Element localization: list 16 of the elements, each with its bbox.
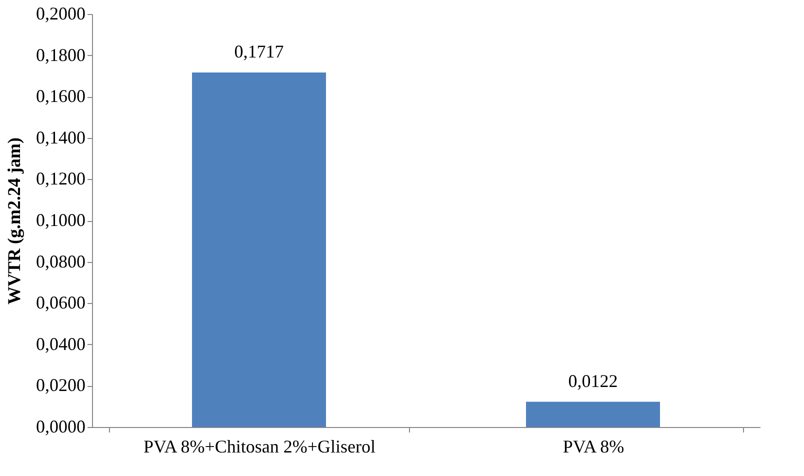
data-label: 0,1717 xyxy=(234,41,284,62)
y-tick-label: 0,0600 xyxy=(36,292,86,313)
y-tick-label: 0,1200 xyxy=(36,168,86,189)
y-tick-label: 0,0200 xyxy=(36,375,86,396)
y-tick-label: 0,2000 xyxy=(36,4,86,24)
x-tick-label: PVA 8%+Chitosan 2%+Gliserol xyxy=(144,436,376,456)
x-tick-label: PVA 8% xyxy=(562,436,624,456)
data-label: 0,0122 xyxy=(568,370,618,391)
y-tick-label: 0,1800 xyxy=(36,44,86,65)
y-tick-label: 0,0400 xyxy=(36,334,86,354)
y-tick-label: 0,1400 xyxy=(36,127,86,148)
y-tick-label: 0,1600 xyxy=(36,86,86,106)
y-tick-label: 0,0800 xyxy=(36,251,86,272)
y-tick-label: 0,0000 xyxy=(36,416,86,436)
y-tick-label: 0,1000 xyxy=(36,210,86,230)
y-axis-title: WVTR (g.m2.24 jam) xyxy=(4,138,24,304)
